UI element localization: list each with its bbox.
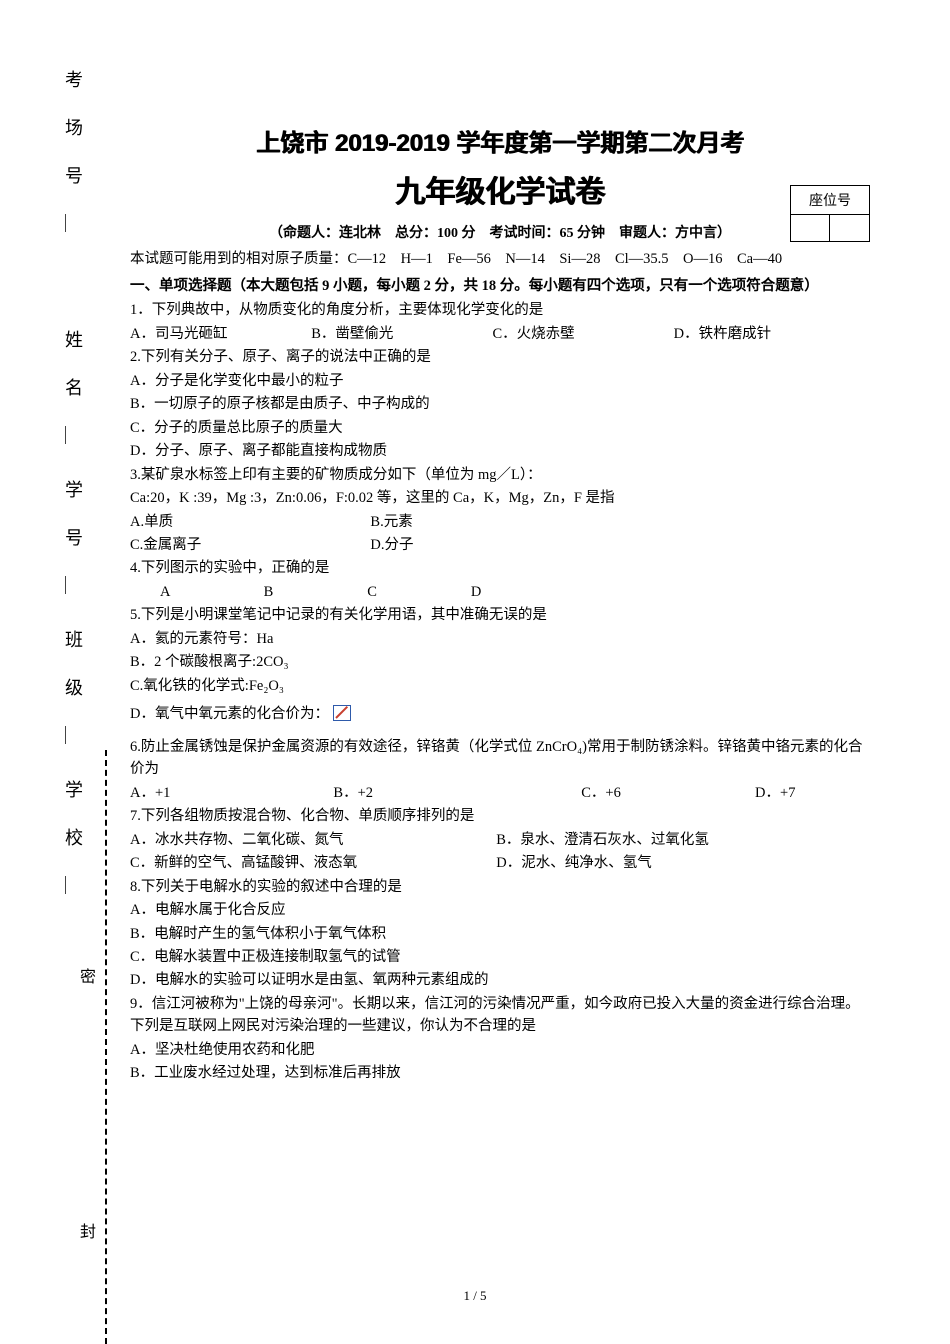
q3-c: C.金属离子 — [130, 534, 367, 556]
q2-a: A．分子是化学变化中最小的粒子 — [130, 370, 870, 392]
q6-c: C．+6 — [581, 782, 751, 804]
q7-a: A．冰水共存物、二氧化碳、氮气 — [130, 829, 493, 851]
q6-stem: 6.防止金属锈蚀是保护金属资源的有效途径，锌铬黄（化学式位 ZnCrO₄)常用于… — [130, 736, 870, 781]
field-class: 班级＿ — [60, 630, 86, 774]
q4-b: B — [264, 581, 364, 603]
page-number: 1 / 5 — [0, 1288, 950, 1304]
q4-c: C — [367, 581, 467, 603]
q1-options: A．司马光砸缸 B．凿壁偷光 C．火烧赤壁 D．铁杵磨成针 — [130, 323, 870, 345]
q7-row2: C．新鲜的空气、高锰酸钾、液态氧 D．泥水、纯净水、氢气 — [130, 852, 870, 874]
q7-stem: 7.下列各组物质按混合物、化合物、单质顺序排列的是 — [130, 805, 870, 827]
q3-b: B.元素 — [370, 511, 412, 533]
q1-d: D．铁杵磨成针 — [674, 323, 852, 345]
q5-a: A．氦的元素符号：Ha — [130, 628, 870, 650]
q8-c: C．电解水装置中正极连接制取氢气的试管 — [130, 946, 870, 968]
binding-sidebar: 考场号＿ 姓名＿ 学号＿ 班级＿ 学校＿ — [55, 60, 95, 1340]
q2-c: C．分子的质量总比原子的质量大 — [130, 417, 870, 439]
q1-a: A．司马光砸缸 — [130, 323, 308, 345]
q7-row1: A．冰水共存物、二氧化碳、氮气 B．泉水、澄清石灰水、过氧化氢 — [130, 829, 870, 851]
q9-stem: 9．信江河被称为"上饶的母亲河"。长期以来，信江河的污染情况严重，如今政府已投入… — [130, 993, 870, 1038]
exam-content: 上饶市 2019-2019 学年度第一学期第二次月考 九年级化学试卷 （命题人：… — [130, 125, 870, 1086]
q5-stem: 5.下列是小明课堂笔记中记录的有关化学用语，其中准确无误的是 — [130, 604, 870, 626]
q1-b: B．凿壁偷光 — [311, 323, 489, 345]
q4-a: A — [160, 581, 260, 603]
q4-stem: 4.下列图示的实验中，正确的是 — [130, 557, 870, 579]
q3-a: A.单质 — [130, 511, 367, 533]
q9-b: B．工业废水经过处理，达到标准后再排放 — [130, 1062, 870, 1084]
q5-d-row: D．氧气中氧元素的化合价为： — [130, 703, 870, 725]
q8-b: B．电解时产生的氢气体积小于氧气体积 — [130, 923, 870, 945]
q2-b: B．一切原子的原子核都是由质子、中子构成的 — [130, 393, 870, 415]
atomic-masses: 本试题可能用到的相对原子质量：C—12 H—1 Fe—56 N—14 Si—28… — [130, 248, 870, 270]
field-name: 姓名＿ — [60, 330, 86, 474]
q3-d: D.分子 — [370, 534, 413, 556]
q6-options: A．+1 B．+2 C．+6 D．+7 — [130, 782, 870, 804]
q5-c: C.氧化铁的化学式:Fe₂O₃ — [130, 675, 870, 697]
q1-c: C．火烧赤壁 — [492, 323, 670, 345]
q3-options-row1: A.单质 B.元素 — [130, 511, 870, 533]
q8-d: D．电解水的实验可以证明水是由氢、氧两种元素组成的 — [130, 969, 870, 991]
seal-line — [105, 750, 107, 1344]
q8-a: A．电解水属于化合反应 — [130, 899, 870, 921]
q6-b: B．+2 — [333, 782, 577, 804]
q6-a: A．+1 — [130, 782, 330, 804]
q7-d: D．泥水、纯净水、氢气 — [496, 852, 859, 874]
field-student-id: 学号＿ — [60, 480, 86, 624]
q1-stem: 1．下列典故中，从物质变化的角度分析，主要体现化学变化的是 — [130, 299, 870, 321]
q4-d: D — [471, 581, 571, 603]
seal-mi: 密 — [80, 960, 96, 990]
q2-stem: 2.下列有关分子、原子、离子的说法中正确的是 — [130, 346, 870, 368]
q3-options-row2: C.金属离子 D.分子 — [130, 534, 870, 556]
exam-meta: （命题人：连北林 总分：100 分 考试时间：65 分钟 审题人：方中言） — [130, 223, 870, 245]
q7-b: B．泉水、澄清石灰水、过氧化氢 — [496, 829, 859, 851]
q7-c: C．新鲜的空气、高锰酸钾、液态氧 — [130, 852, 493, 874]
q6-d: D．+7 — [755, 782, 795, 804]
seal-feng: 封 — [80, 1215, 96, 1245]
section-1-heading: 一、单项选择题（本大题包括 9 小题，每小题 2 分，共 18 分。每小题有四个… — [130, 275, 870, 297]
valence-icon — [333, 705, 351, 721]
exam-title-line1: 上饶市 2019-2019 学年度第一学期第二次月考 — [130, 125, 870, 162]
q5-b: B．2 个碳酸根离子:2CO₃ — [130, 651, 870, 673]
q4-options: A B C D — [130, 581, 870, 603]
q8-stem: 8.下列关于电解水的实验的叙述中合理的是 — [130, 876, 870, 898]
field-exam-room: 考场号＿ — [60, 70, 86, 262]
exam-title-line2: 九年级化学试卷 — [130, 170, 870, 217]
q3-stem1: 3.某矿泉水标签上印有主要的矿物质成分如下（单位为 mg／L）： — [130, 464, 870, 486]
q3-stem2: Ca:20，K :39，Mg :3，Zn:0.06，F:0.02 等，这里的 C… — [130, 487, 870, 509]
q2-d: D．分子、原子、离子都能直接构成物质 — [130, 440, 870, 462]
q9-a: A．坚决杜绝使用农药和化肥 — [130, 1039, 870, 1061]
q5-d: D．氧气中氧元素的化合价为： — [130, 706, 329, 722]
field-school: 学校＿ — [60, 780, 86, 924]
